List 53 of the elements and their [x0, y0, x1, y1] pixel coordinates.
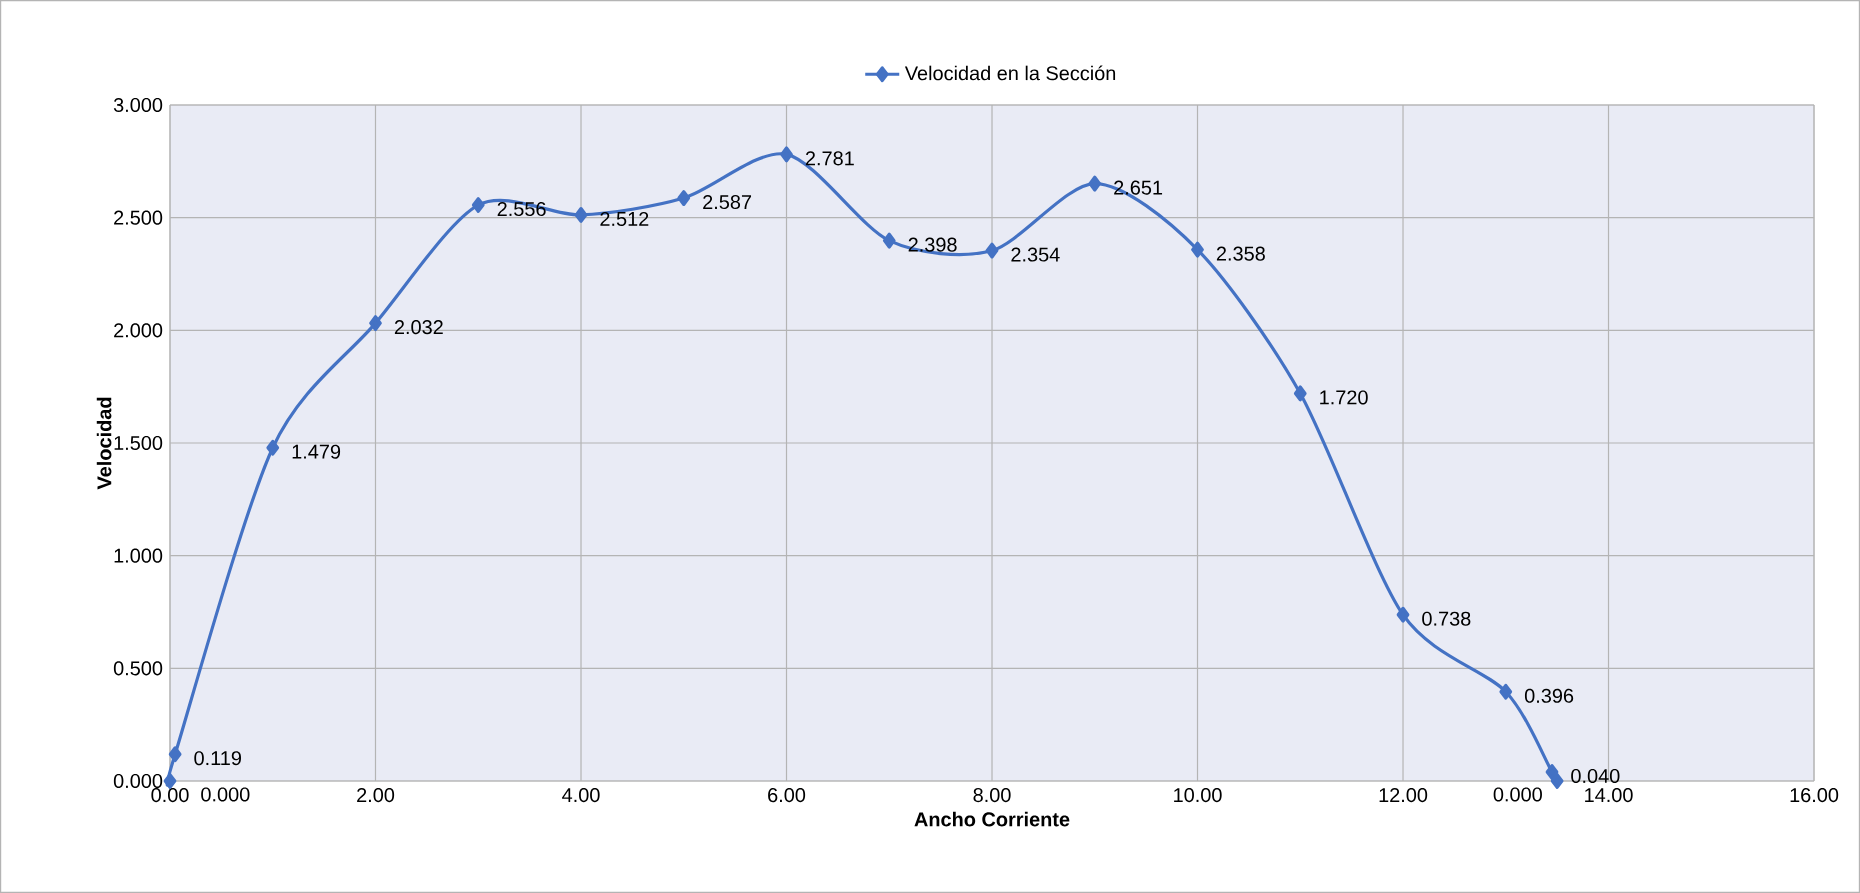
data-label: 0.738 [1422, 611, 1471, 626]
y-tick-label: 2.000 [114, 323, 163, 338]
data-label: 0.000 [1493, 787, 1542, 802]
point [1545, 764, 1559, 780]
point [163, 773, 177, 789]
x-tick-label: 0.00 [151, 788, 189, 803]
point [1293, 385, 1307, 402]
data-label: 2.358 [1216, 246, 1265, 261]
data-label: 0.000 [201, 787, 250, 802]
point [369, 315, 382, 332]
data-label: 2.398 [908, 237, 957, 252]
data-label: 2.781 [805, 151, 854, 166]
point [1550, 773, 1564, 789]
point [471, 197, 485, 214]
point [574, 206, 588, 223]
data-label: 2.512 [600, 211, 649, 226]
data-label: 2.651 [1114, 180, 1163, 195]
x-tick-label: 12.00 [1379, 788, 1428, 803]
y-tick-label: 0.500 [113, 661, 163, 676]
x-tick-label: 10.00 [1174, 788, 1222, 803]
point [1499, 683, 1513, 700]
y-axis-title: Velocidad [96, 397, 112, 490]
point [1396, 606, 1410, 623]
x-tick-label: 16.00 [1790, 788, 1839, 803]
y-tick-label: 1.500 [114, 435, 163, 451]
y-tick-label: 0.000 [113, 773, 163, 789]
data-label: 2.556 [497, 201, 546, 217]
y-tick-label: 2.500 [114, 210, 163, 225]
data-label: 0.040 [1571, 768, 1620, 784]
data-label: 0.396 [1524, 688, 1574, 703]
x-tick-label: 6.00 [768, 788, 806, 803]
x-tick-label: 4.00 [562, 788, 600, 803]
data-label: 2.032 [394, 320, 443, 335]
y-tick-label: 3.000 [113, 97, 163, 113]
y-tick-label: 1.000 [114, 548, 163, 563]
point [266, 439, 280, 456]
data-label: 2.354 [1011, 247, 1060, 262]
point [882, 232, 896, 249]
point [985, 242, 999, 259]
legend-label: Velocidad en la Sección [904, 65, 1116, 81]
x-tick-label: 8.00 [973, 788, 1011, 803]
data-label: 0.119 [194, 751, 241, 766]
data-label: 1.720 [1320, 390, 1368, 405]
point [1191, 241, 1204, 258]
point [677, 190, 691, 207]
x-axis-title: Ancho Corriente [914, 811, 1070, 827]
data-label: 1.479 [292, 444, 341, 459]
x-tick-label: 2.00 [357, 788, 395, 803]
x-tick-label: 14.00 [1585, 788, 1633, 803]
data-label: 2.587 [703, 195, 752, 210]
point [1088, 175, 1102, 192]
point [168, 746, 182, 763]
point [780, 146, 793, 163]
